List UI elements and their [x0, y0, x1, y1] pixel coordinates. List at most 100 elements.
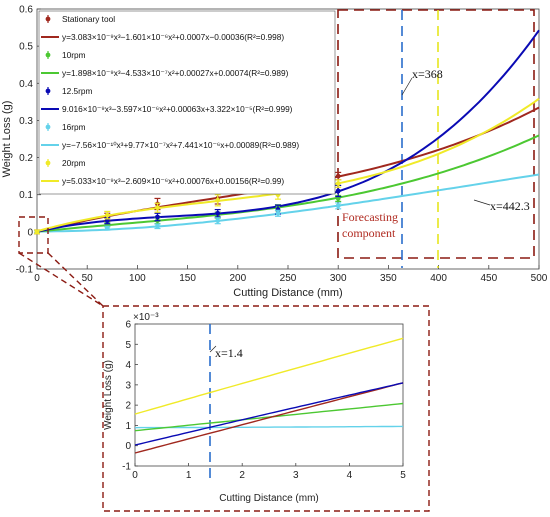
legend-entry: y=5.033×10⁻⁹x³−2.609×10⁻⁶x²+0.00076x+0.0…: [62, 176, 284, 186]
main-y-axis-label: Weight Loss (g): [1, 101, 13, 178]
legend-entry: y=−7.56×10⁻¹⁰x³+9.77×10⁻⁷x²+7.441×10⁻⁶x+…: [62, 140, 299, 150]
main-plot: -0.100.10.20.30.40.50.6 0 50 100 150 200 250 3…: [1, 5, 548, 307]
inset-y-scale-label: ×10⁻³: [133, 312, 159, 323]
main-y-tick-label: 0: [27, 227, 33, 238]
main-legend: Stationary tool y=3.083×10⁻⁹x³−1.601×10⁻⁶…: [38, 10, 336, 195]
forecasting-label-line1: Forecasting: [342, 210, 398, 224]
main-x-ticks: 0 50 100 150 200 250 300 350 400 450 500: [34, 265, 548, 284]
data-point: [155, 223, 160, 229]
forecasting-region-box: [337, 9, 535, 259]
main-x-tick-label: 200: [229, 273, 246, 284]
data-point: [104, 212, 110, 218]
main-x-tick-label: 150: [179, 273, 196, 284]
data-point: [215, 210, 221, 216]
inset-plot-frame: [134, 323, 404, 467]
inset-y-tick-label: 5: [125, 340, 131, 351]
main-y-tick-label: -0.1: [16, 265, 34, 276]
main-x-tick-label: 300: [330, 273, 347, 284]
inset-x-tick-label: 5: [400, 470, 406, 481]
x368-pointer: [401, 77, 413, 96]
zoom-connector-right: [47, 252, 104, 307]
main-x-tick-label: 500: [531, 273, 548, 284]
legend-box: [38, 10, 336, 195]
inset-x-ticks: 0 1 2 3 4 5: [132, 463, 406, 481]
main-y-tick-label: 0.3: [19, 116, 33, 127]
legend-entry: Stationary tool: [62, 14, 115, 24]
main-y-tick-label: 0.2: [19, 153, 33, 164]
inset-fit-curves: [134, 337, 404, 454]
inset-y-tick-label: 6: [125, 320, 131, 331]
legend-entry: 20rpm: [62, 158, 86, 168]
inset-x-tick-label: 4: [347, 470, 353, 481]
main-x-tick-label: 0: [34, 273, 40, 284]
legend-entry: 16rpm: [62, 122, 86, 132]
x442-pointer: [473, 199, 491, 206]
legend-entry: 12.5rpm: [62, 86, 93, 96]
inset-x-axis-label: Cutting Distance (mm): [219, 493, 318, 504]
x442-annotation: x=442.3: [490, 199, 530, 213]
legend-marker-dot: [45, 52, 51, 58]
legend-entry: y=3.083×10⁻⁹x³−1.601×10⁻⁶x²+0.0007x−0.00…: [62, 32, 284, 42]
zoom-connector-left: [18, 252, 104, 307]
data-point: [104, 218, 110, 224]
inset-y-tick-label: 3: [125, 380, 131, 391]
fit-curve-series-2: [36, 29, 540, 233]
inset-y-tick-label: 2: [125, 401, 131, 412]
inset-y-axis-label: Weight Loss (g): [103, 360, 114, 430]
data-point: [335, 196, 341, 201]
zoom-source-box: [18, 216, 49, 254]
inset-x-tick-label: 2: [239, 470, 245, 481]
main-y-tick-label: 0.6: [19, 5, 33, 16]
data-point: [34, 229, 40, 235]
inset-y-ticks: -1 0 1 2 3 4 5 6: [122, 320, 138, 473]
inset-x-tick-label: 0: [132, 470, 138, 481]
legend-marker-dot: [45, 88, 51, 94]
forecasting-label-line2: component: [342, 226, 396, 240]
data-point: [275, 210, 281, 216]
main-y-tick-label: 0.4: [19, 79, 33, 90]
inset-y-tick-label: -1: [122, 462, 131, 473]
legend-entry: 10rpm: [62, 50, 86, 60]
main-x-tick-label: 250: [280, 273, 297, 284]
inset-curve-series-0: [134, 382, 404, 454]
inset-x-tick-label: 1: [186, 470, 192, 481]
main-y-tick-label: 0.1: [19, 190, 33, 201]
data-point: [335, 203, 341, 209]
x1.4-annotation: x=1.4: [215, 346, 243, 360]
data-point: [335, 181, 341, 186]
data-point: [335, 188, 341, 194]
legend-marker-dot: [45, 16, 51, 22]
x368-annotation: x=368: [412, 67, 443, 81]
main-y-ticks: -0.1 0 0.1 0.2 0.3 0.4 0.5 0.6: [16, 5, 41, 276]
inset-y-tick-label: 4: [125, 360, 131, 371]
main-x-tick-label: 400: [430, 273, 447, 284]
data-point: [104, 225, 110, 231]
inset-y-tick-label: 1: [125, 421, 131, 432]
inset-curve-series-3: [134, 425, 403, 429]
main-x-tick-label: 50: [82, 273, 94, 284]
data-point: [335, 173, 341, 179]
inset-outer-box: [102, 305, 430, 512]
main-data-points: [34, 171, 342, 235]
legend-entry: y=1.898×10⁻⁹x³−4.533×10⁻⁷x²+0.00027x+0.0…: [62, 68, 289, 78]
inset-y-tick-label: 0: [125, 441, 131, 452]
inset-x-tick-label: 3: [293, 470, 299, 481]
main-y-tick-label: 0.5: [19, 42, 33, 53]
inset-curve-series-4: [134, 337, 404, 415]
main-x-tick-label: 100: [129, 273, 146, 284]
data-point: [215, 218, 221, 224]
main-x-axis-label: Cutting Distance (mm): [233, 287, 342, 299]
legend-marker-dot: [45, 124, 51, 130]
data-point: [155, 214, 160, 220]
fit-curve-series-3: [37, 173, 540, 233]
main-x-tick-label: 450: [480, 273, 497, 284]
x1.4-pointer: [209, 345, 217, 353]
data-point: [155, 205, 160, 211]
main-x-tick-label: 350: [380, 273, 397, 284]
data-point: [215, 197, 221, 203]
legend-entry: 9.016×10⁻⁹x³−3.597×10⁻⁶x²+0.00063x+3.322…: [62, 104, 293, 114]
inset-curve-series-2: [134, 382, 404, 446]
legend-marker-dot: [45, 160, 51, 166]
